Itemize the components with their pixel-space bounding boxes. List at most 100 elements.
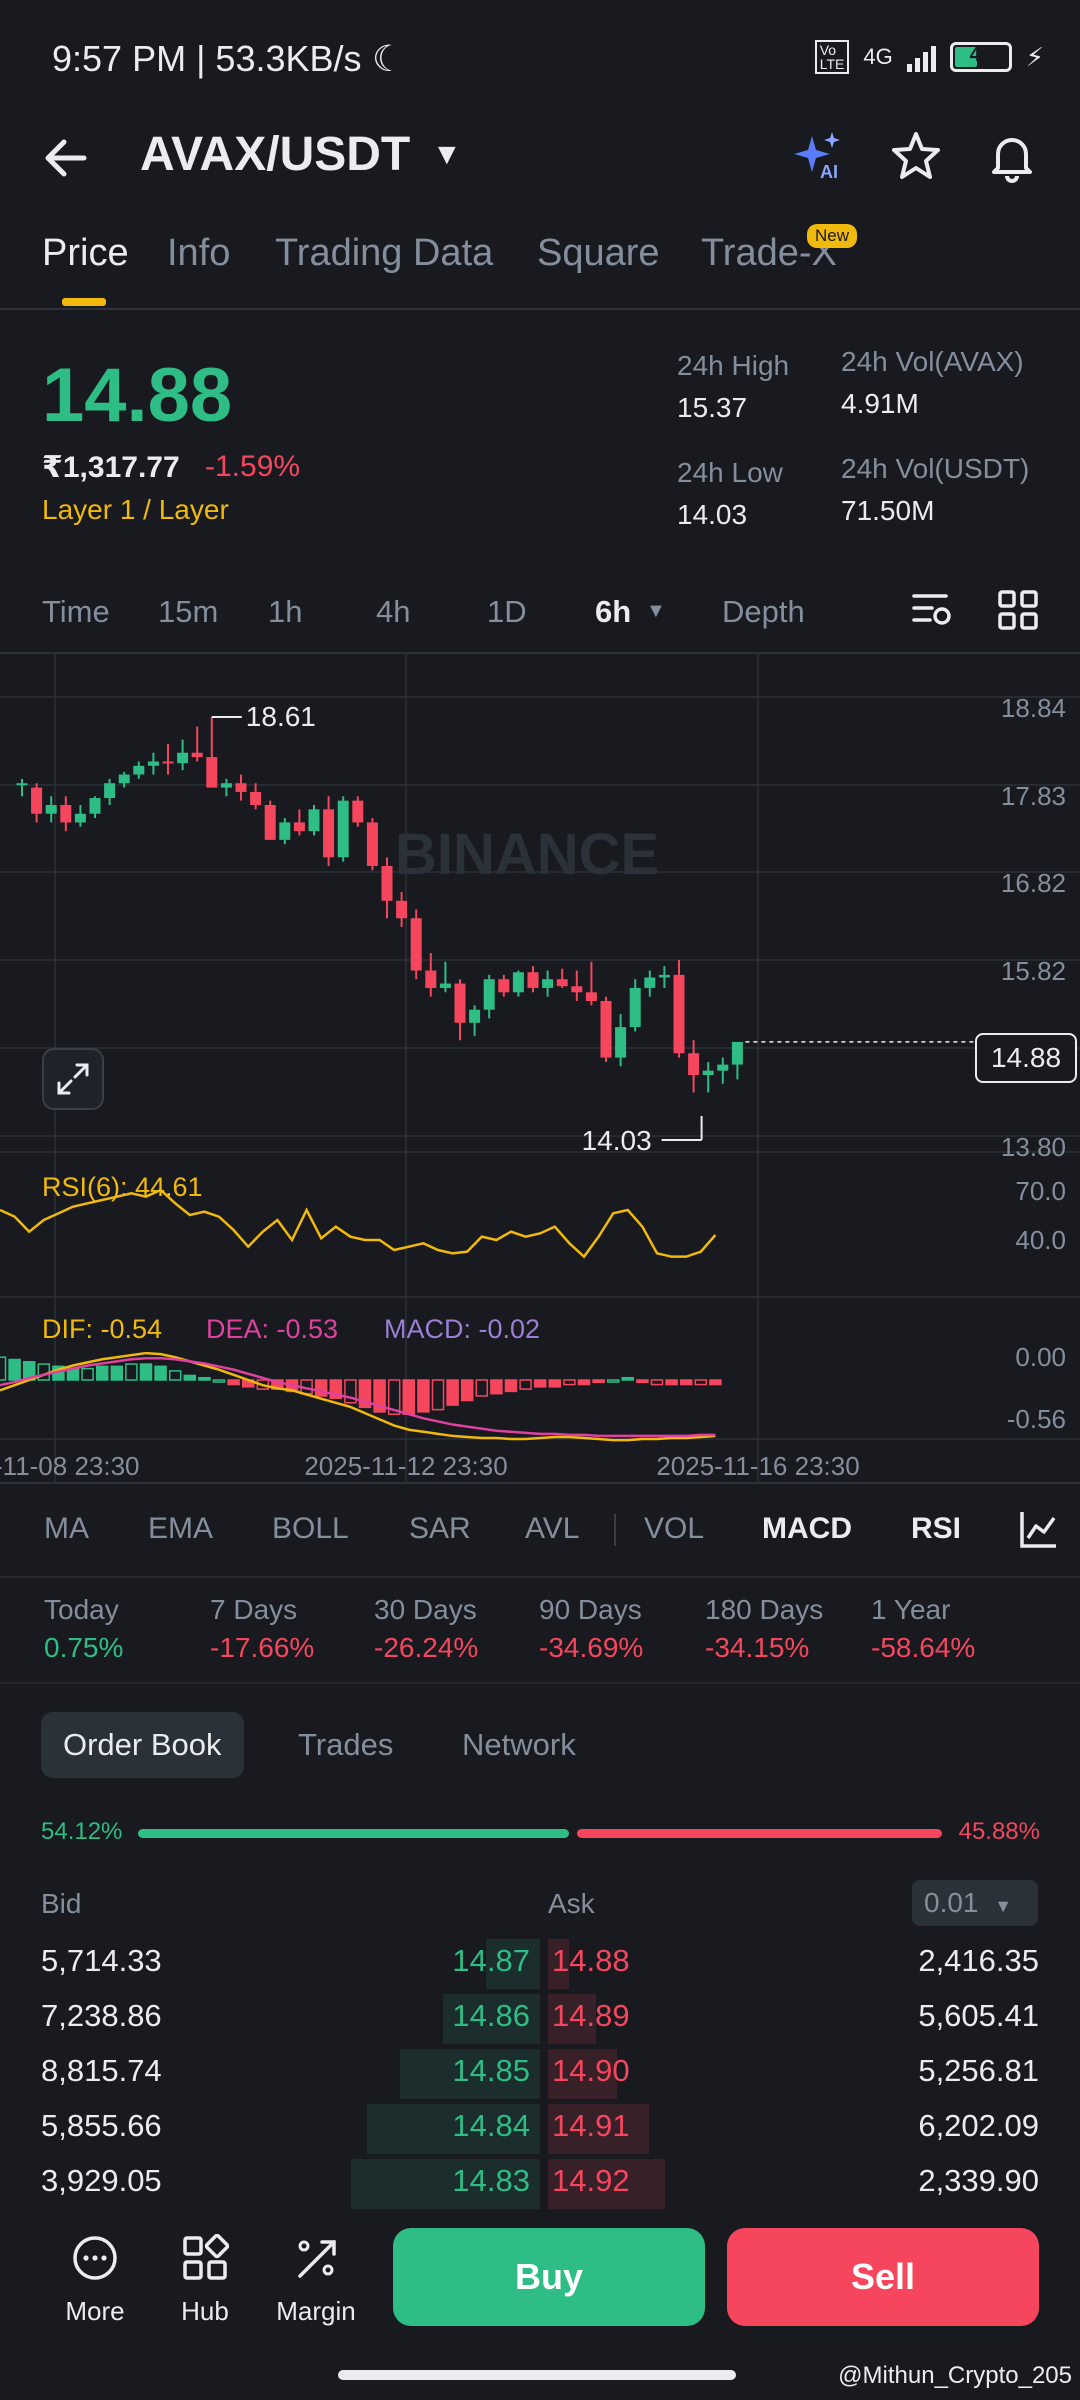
price-chart[interactable]: BINANCE 18.61 14.03 RSI(6): 44.61 70.0 40.0… (0, 652, 1080, 1482)
more-icon (50, 2228, 140, 2288)
macd-bar (125, 1363, 138, 1381)
ask-depth-bar (548, 1939, 570, 1989)
expand-icon[interactable] (42, 1048, 104, 1110)
candle (118, 774, 130, 784)
indicator-ma[interactable]: MA (44, 1512, 89, 1545)
volte-icon: Vo LTE (814, 40, 850, 74)
order-book-row[interactable]: 5,855.66 14.84 14.91 6,202.09 (0, 2100, 1080, 2155)
dea-line (0, 1357, 716, 1438)
hub-icon (160, 2228, 250, 2288)
candle (469, 1009, 481, 1023)
indicator-rsi[interactable]: RSI (911, 1512, 962, 1545)
chart-bottom-divider (0, 1482, 1080, 1484)
tab-network[interactable]: Network (462, 1727, 576, 1762)
dif-line (0, 1351, 716, 1442)
candle (717, 1064, 729, 1071)
x-tick-label: -11-08 23:30 (0, 1451, 140, 1481)
performance-label: 90 Days (539, 1594, 642, 1625)
bid-price: 14.86 (452, 1998, 530, 2033)
tab-info[interactable]: Info (167, 232, 231, 274)
candle (16, 783, 28, 786)
candle (527, 972, 539, 988)
macd-tick-label: -0.56 (1007, 1404, 1066, 1434)
moon-icon: ☾ (372, 38, 405, 79)
chevron-down-icon[interactable]: ▼ (432, 138, 462, 171)
interval-time[interactable]: Time (42, 594, 110, 629)
chevron-down-icon: ▼ (994, 1896, 1013, 1916)
bid-quantity: 3,929.05 (41, 2163, 162, 2198)
nav-more-label: More (65, 2296, 125, 2326)
candle (206, 757, 218, 788)
interval-4h[interactable]: 4h (376, 594, 411, 629)
rsi-line (0, 1188, 717, 1259)
home-indicator[interactable] (338, 2370, 736, 2380)
indicator-sar[interactable]: SAR (409, 1512, 471, 1545)
ask-quantity: 5,605.41 (918, 1998, 1039, 2033)
last-price: 14.88 (42, 353, 233, 438)
high-value: 15.37 (677, 392, 748, 423)
back-arrow-icon[interactable] (40, 128, 100, 188)
indicator-ema[interactable]: EMA (148, 1512, 214, 1545)
nav-hub[interactable]: Hub (160, 2228, 250, 2327)
macd-bar (709, 1379, 722, 1386)
interval-caret-icon[interactable]: ▼ (646, 600, 666, 622)
macd-bar (387, 1379, 401, 1415)
nav-more[interactable]: More (50, 2228, 140, 2327)
indicator-chart-icon[interactable] (1018, 1508, 1060, 1555)
pair-title[interactable]: AVAX/USDT (140, 128, 411, 181)
x-tick-label: 2025-11-12 23:30 (304, 1451, 507, 1481)
rsi-tick-label: 70.0 (1015, 1176, 1066, 1206)
indicator-vol[interactable]: VOL (644, 1512, 705, 1545)
interval-1h[interactable]: 1h (268, 594, 303, 629)
candle (293, 822, 305, 832)
chart-settings-icon[interactable] (910, 588, 954, 637)
interval-1d[interactable]: 1D (487, 594, 527, 629)
tab-square[interactable]: Square (537, 232, 660, 274)
bid-price: 14.84 (452, 2108, 530, 2143)
macd-bar (154, 1365, 167, 1381)
rsi-label: RSI(6): 44.61 (42, 1172, 203, 1202)
indicator-avl[interactable]: AVL (525, 1512, 580, 1545)
precision-select[interactable]: 0.01 ▼ (912, 1880, 1038, 1926)
candle (673, 974, 685, 1054)
bid-quantity: 7,238.86 (41, 1998, 162, 2033)
ask-quantity: 5,256.81 (918, 2053, 1039, 2088)
indicator-boll[interactable]: BOLL (272, 1512, 349, 1545)
interval-depth[interactable]: Depth (722, 594, 805, 629)
macd-bar (81, 1367, 94, 1381)
tab-trading-data[interactable]: Trading Data (275, 232, 494, 274)
macd-tick-label: 0.00 (1015, 1342, 1066, 1372)
performance-value: -17.66% (210, 1632, 315, 1663)
order-book-row[interactable]: 3,929.05 14.83 14.92 2,339.90 (0, 2155, 1080, 2210)
star-icon[interactable] (884, 124, 948, 188)
tab-order-book[interactable]: Order Book (41, 1712, 244, 1778)
interval-6h[interactable]: 6h (595, 594, 632, 629)
order-book-row[interactable]: 8,815.74 14.85 14.90 5,256.81 (0, 2045, 1080, 2100)
interval-15m[interactable]: 15m (158, 594, 219, 629)
macd-bar (314, 1379, 328, 1397)
ai-sparkle-icon[interactable]: AI (786, 124, 850, 188)
y-tick-label: 18.84 (1001, 693, 1066, 723)
bid-quantity: 5,855.66 (41, 2108, 162, 2143)
sell-button[interactable]: Sell (727, 2228, 1039, 2326)
indicator-macd[interactable]: MACD (762, 1512, 852, 1545)
tab-trades[interactable]: Trades (298, 1727, 394, 1762)
bell-icon[interactable] (980, 124, 1044, 188)
candle (644, 977, 656, 988)
status-time: 9:57 PM | 53.3KB/s (52, 38, 362, 79)
bid-header: Bid (41, 1888, 82, 1919)
order-book-row[interactable]: 7,238.86 14.86 14.89 5,605.41 (0, 1990, 1080, 2045)
macd-bar (417, 1379, 430, 1413)
tab-price[interactable]: Price (42, 232, 129, 274)
buy-button[interactable]: Buy (393, 2228, 705, 2326)
macd-bar (504, 1379, 518, 1393)
signal-icon (906, 42, 936, 72)
grid-layout-icon[interactable] (996, 588, 1040, 637)
performance-value: -34.15% (705, 1632, 810, 1663)
sector-tag[interactable]: Layer 1 / Layer (42, 494, 229, 525)
order-book-row[interactable]: 5,714.33 14.87 14.88 2,416.35 (0, 1935, 1080, 1990)
candle (337, 800, 349, 858)
ask-depth-bar (548, 2104, 650, 2154)
chart-watermark: BINANCE (395, 822, 659, 887)
nav-margin[interactable]: Margin (270, 2228, 362, 2327)
